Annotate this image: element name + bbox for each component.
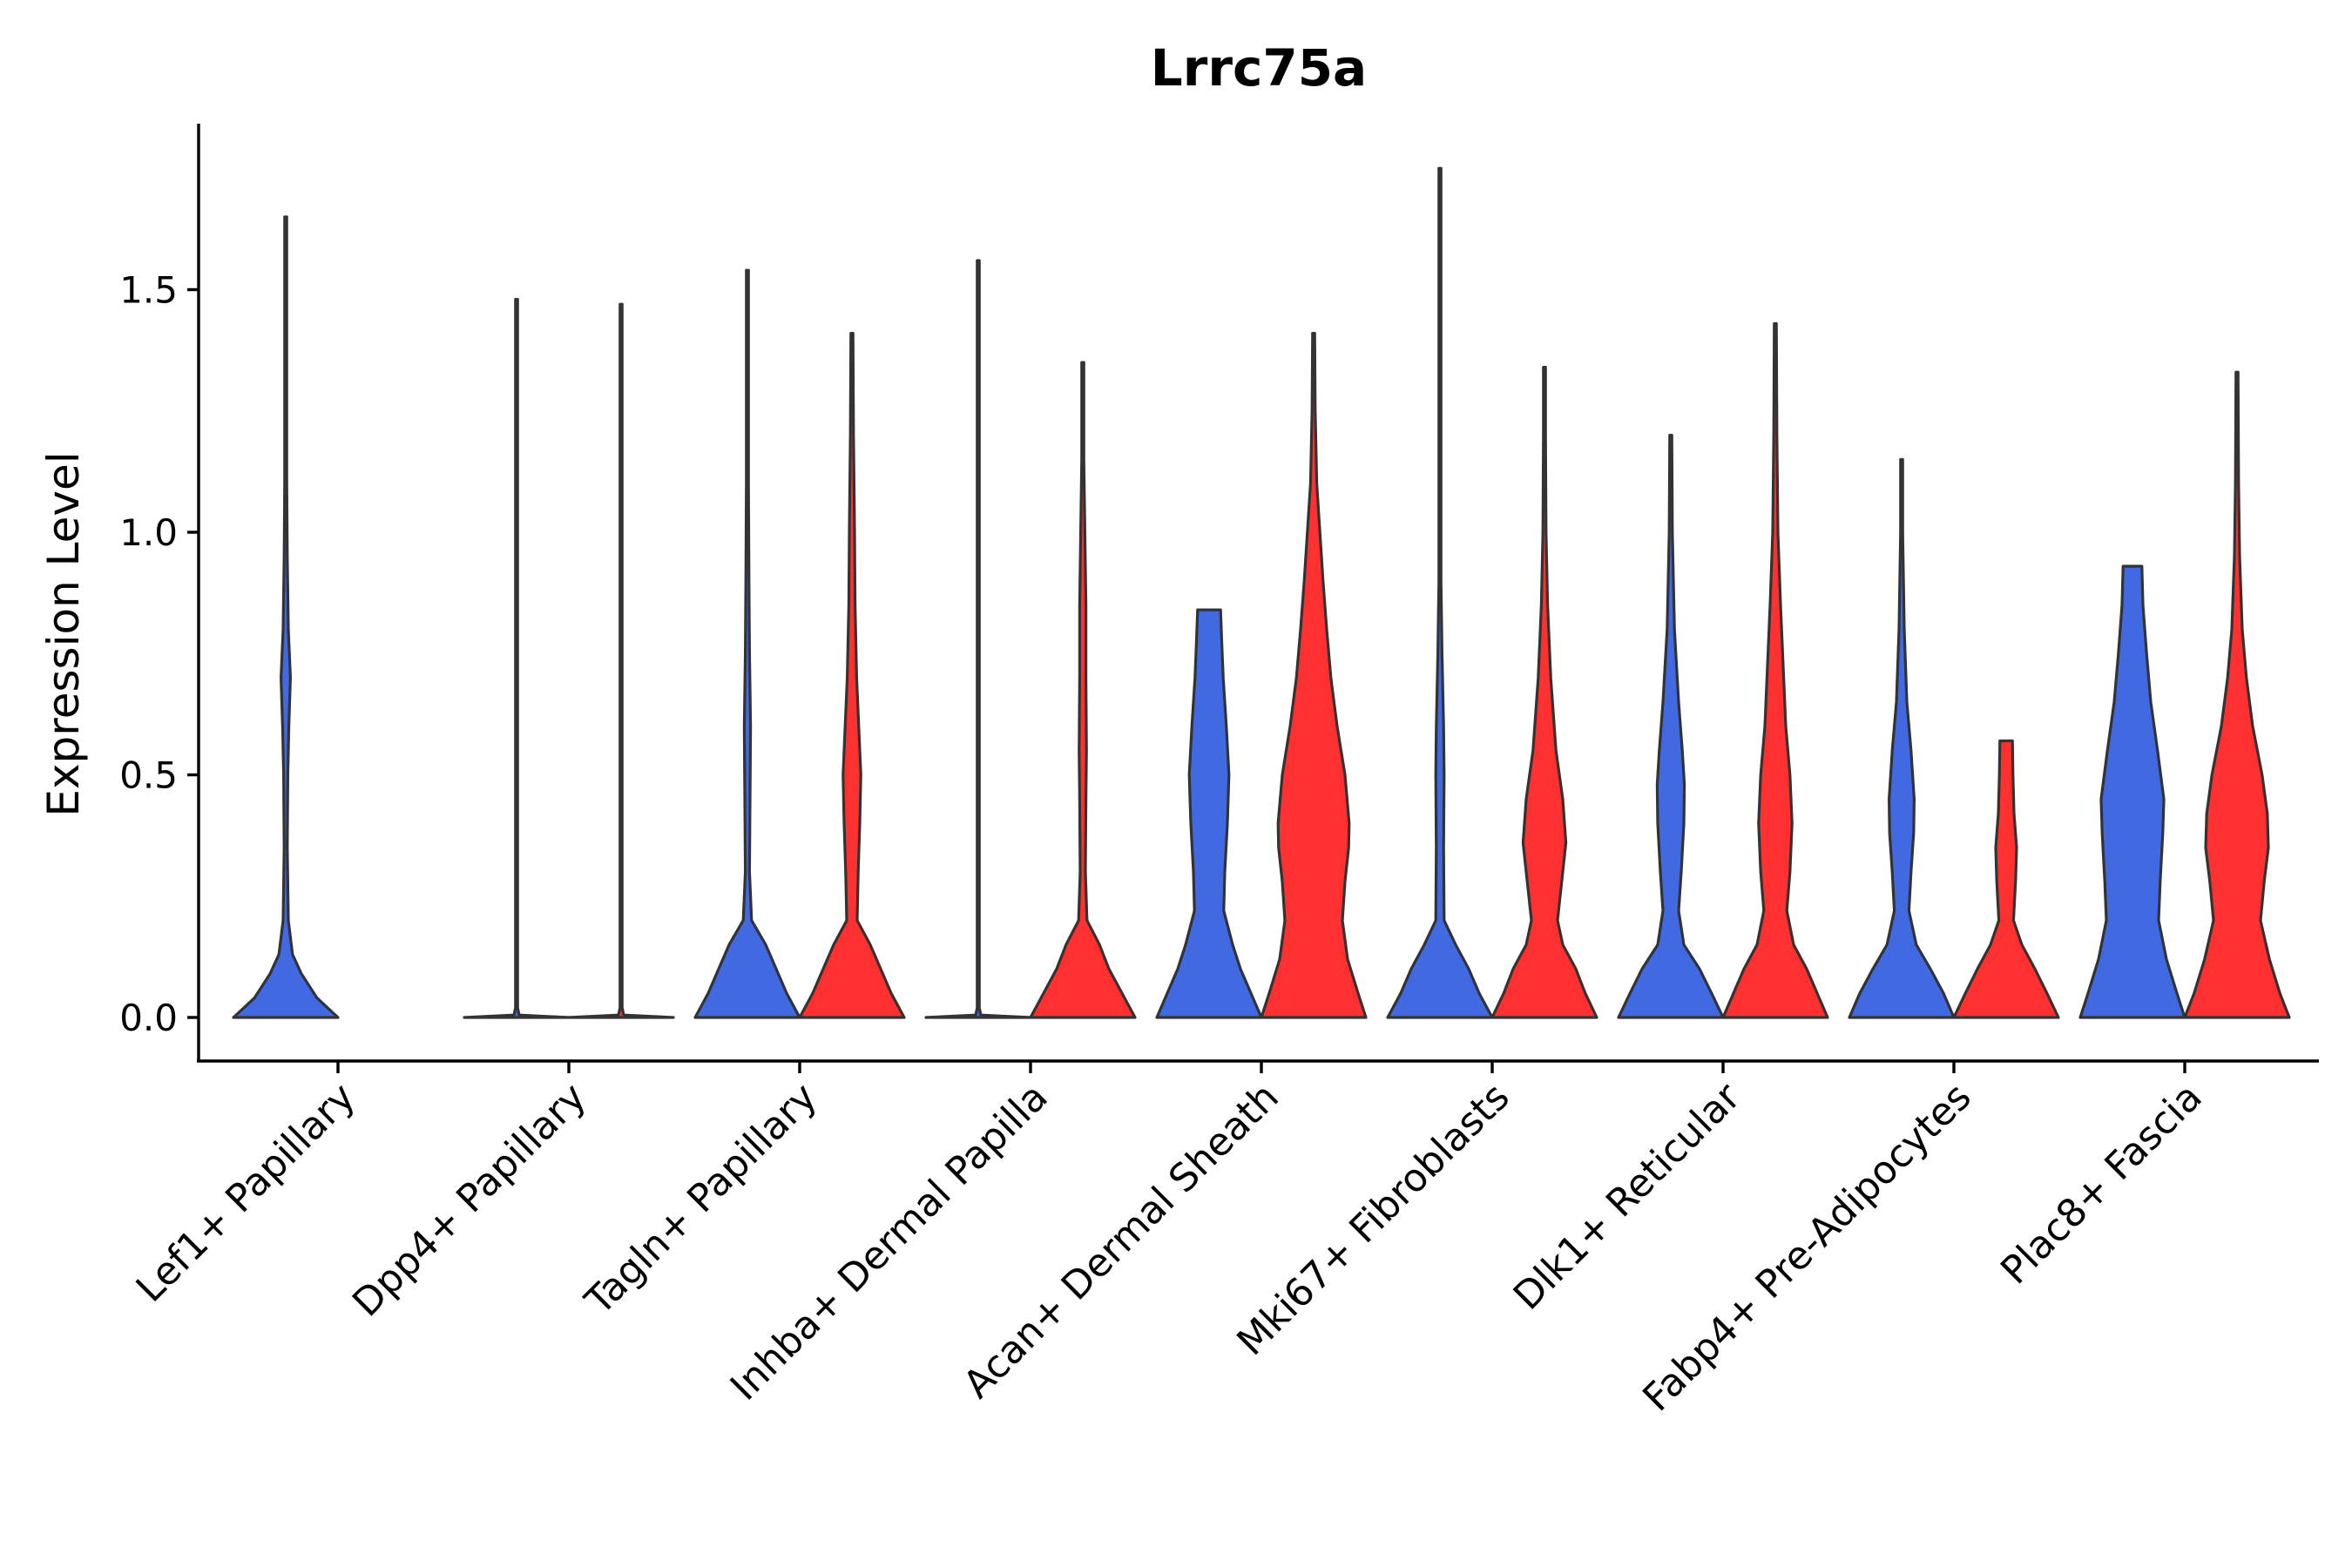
chart-title: Lrrc75a (1151, 38, 1367, 98)
y-tick-label: 0.0 (119, 997, 178, 1039)
violin-dlk1-reticular-red (1721, 321, 1829, 1019)
violin-dpp4-papillary-red (567, 302, 675, 1019)
violin-inhba-dermal-papilla-blue (924, 259, 1032, 1019)
violin-tagln-papillary-blue (693, 268, 801, 1019)
violins (232, 166, 2291, 1019)
violin-dpp4-papillary-blue (463, 298, 571, 1019)
violin-lef1-papillary-blue (232, 215, 340, 1019)
y-tick-label: 1.5 (119, 269, 178, 312)
y-ticks: 0.0 0.5 1.0 1.5 (119, 269, 199, 1039)
y-tick-label: 0.5 (119, 754, 178, 797)
x-tick-label-lef1-papillary: Lef1+ Papillary (128, 1075, 364, 1311)
violin-acan-dermal-sheath-red (1260, 332, 1368, 1019)
violin-dlk1-reticular-blue (1617, 434, 1725, 1019)
violin-mki67-fibroblasts-red (1490, 366, 1598, 1019)
violin-acan-dermal-sheath-blue (1155, 608, 1263, 1019)
y-axis-label: Expression Level (38, 451, 89, 816)
violin-fabp4-pre-adipocytes-blue (1848, 457, 1956, 1019)
violin-plac8-fascia-red (2183, 370, 2291, 1019)
violin-mki67-fibroblasts-blue (1386, 166, 1494, 1019)
y-tick-label: 1.0 (119, 511, 178, 554)
x-tick-label-dlk1-reticular: Dlk1+ Reticular (1505, 1074, 1750, 1319)
violin-plac8-fascia-blue (2078, 564, 2186, 1019)
violin-tagln-papillary-red (798, 332, 906, 1019)
x-tick-label-plac8-fascia: Plac8+ Fascia (1992, 1075, 2211, 1294)
violin-inhba-dermal-papilla-red (1029, 361, 1137, 1019)
x-tick-label-tagln-papillary: Tagln+ Papillary (577, 1075, 826, 1324)
x-tick-label-dpp4-papillary: Dpp4+ Papillary (344, 1075, 595, 1326)
violin-fabp4-pre-adipocytes-red (1952, 739, 2060, 1019)
